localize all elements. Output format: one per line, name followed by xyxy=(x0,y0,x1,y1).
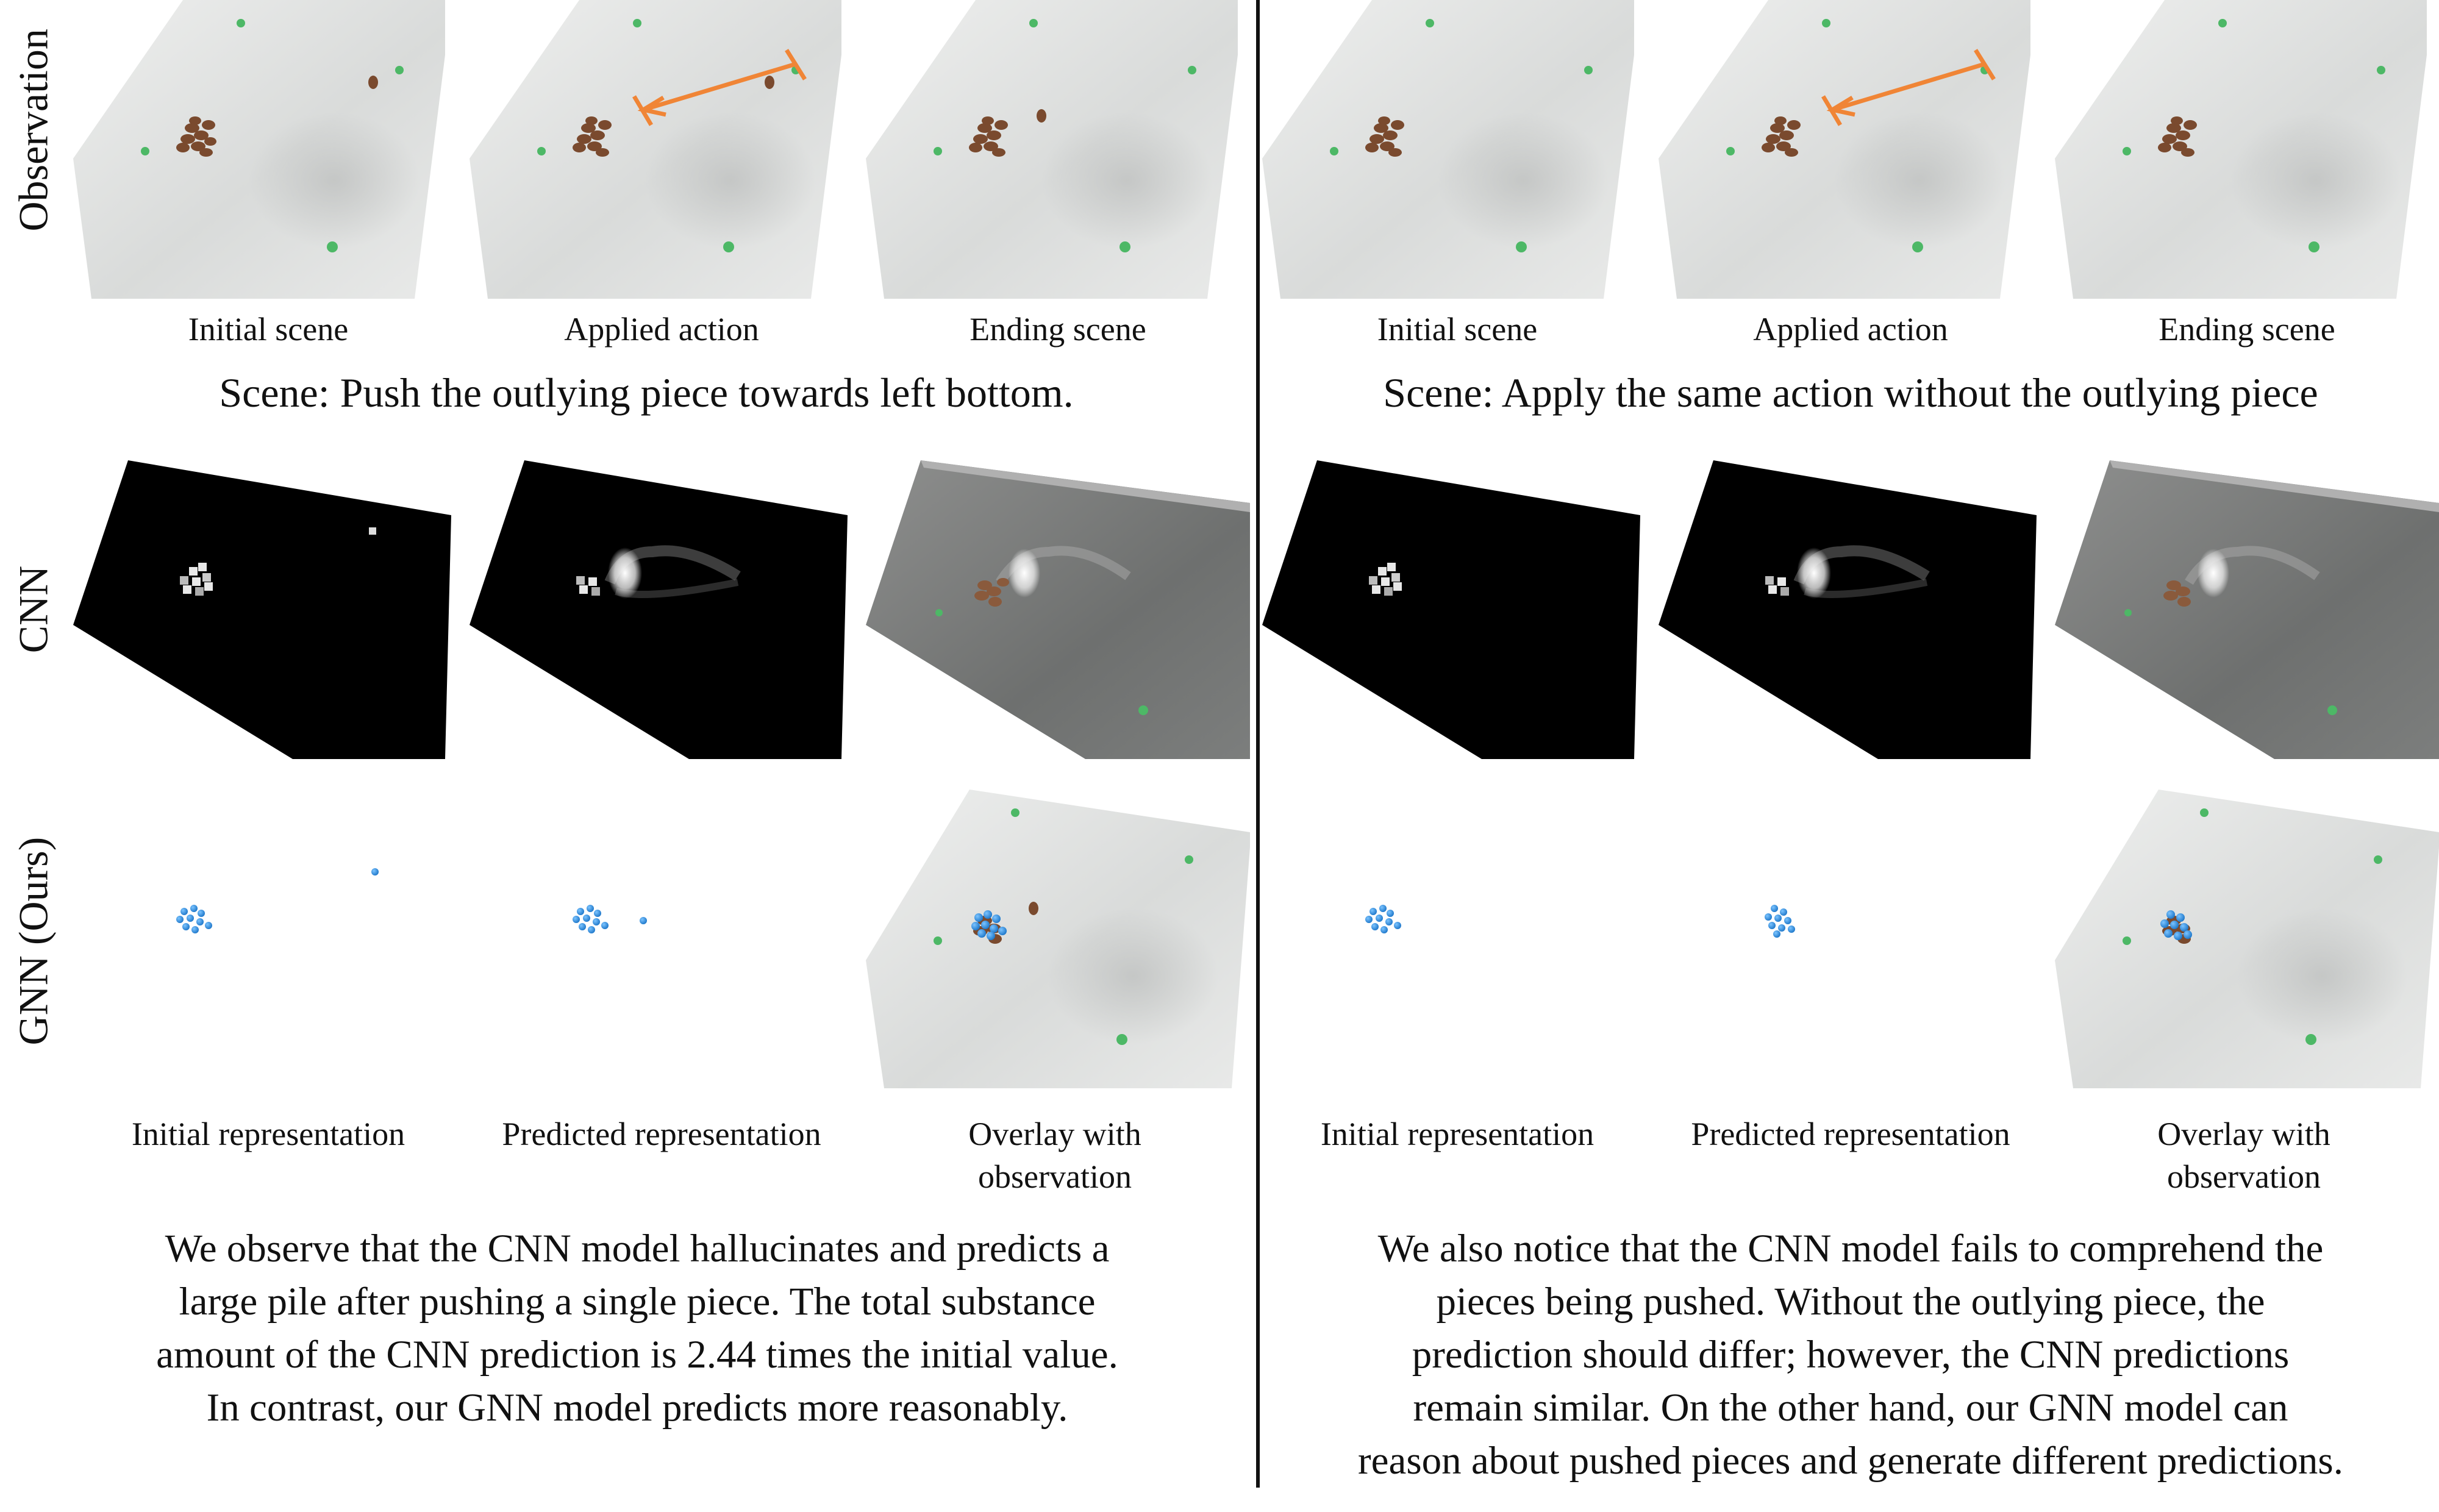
caption-predicted-representation-left: Predicted representation xyxy=(502,1116,821,1152)
obs-ending-scene-left xyxy=(866,0,1238,299)
cnn-initial-left xyxy=(73,460,457,759)
push-arrow xyxy=(632,49,807,126)
obs-ending-scene-right xyxy=(2055,0,2427,299)
caption-applied-action-right: Applied action xyxy=(1753,311,1948,348)
gnn-overlay-right xyxy=(2055,790,2439,1088)
row-label-observation: Observation xyxy=(10,29,57,232)
paragraph-right: We also notice that the CNN model fails … xyxy=(1262,1222,2439,1488)
cnn-overlay-left xyxy=(866,460,1250,759)
gnn-overlay-left xyxy=(866,790,1250,1088)
caption-ending-scene-left: Ending scene xyxy=(970,311,1146,348)
caption-initial-representation-left: Initial representation xyxy=(131,1116,405,1152)
cnn-predicted-right xyxy=(1659,460,2043,759)
paragraph-left-line-3: amount of the CNN prediction is 2.44 tim… xyxy=(156,1333,1118,1377)
caption-ending-scene-right: Ending scene xyxy=(2159,311,2335,348)
paragraph-left-line-2: large pile after pushing a single piece.… xyxy=(179,1280,1096,1324)
paragraph-right-line-4: remain similar. On the other hand, our G… xyxy=(1413,1386,2288,1430)
caption-initial-scene-left: Initial scene xyxy=(188,311,349,348)
push-arrow xyxy=(1821,49,1996,126)
gnn-predicted-left xyxy=(470,793,854,1091)
caption-predicted-representation-right: Predicted representation xyxy=(1691,1116,2010,1152)
paragraph-left-line-4: In contrast, our GNN model predicts more… xyxy=(206,1386,1068,1430)
gnn-initial-right xyxy=(1262,793,1646,1091)
scene-text-right: Scene: Apply the same action without the… xyxy=(1383,369,2318,416)
gnn-initial-left xyxy=(73,793,457,1091)
obs-applied-action-right xyxy=(1659,0,2030,299)
obs-applied-action-left xyxy=(470,0,841,299)
paragraph-right-line-3: prediction should differ; however, the C… xyxy=(1412,1333,2290,1377)
paragraph-right-line-5: reason about pushed pieces and generate … xyxy=(1358,1439,2343,1483)
caption-initial-scene-right: Initial scene xyxy=(1377,311,1538,348)
paragraph-right-line-1: We also notice that the CNN model fails … xyxy=(1377,1227,2324,1271)
row-label-gnn: GNN (Ours) xyxy=(10,836,57,1046)
caption-initial-representation-right: Initial representation xyxy=(1320,1116,1594,1152)
row-label-cnn: CNN xyxy=(10,565,57,654)
paragraph-left: We observe that the CNN model hallucinat… xyxy=(24,1222,1250,1435)
vertical-divider xyxy=(1256,0,1260,1488)
paragraph-left-line-1: We observe that the CNN model hallucinat… xyxy=(165,1227,1110,1271)
gnn-predicted-right xyxy=(1659,793,2043,1091)
caption-overlay-left: Overlay with observation xyxy=(968,1116,1141,1195)
caption-overlay-right: Overlay with observation xyxy=(2157,1116,2330,1195)
obs-initial-scene-right xyxy=(1262,0,1634,299)
scene-text-left: Scene: Push the outlying piece towards l… xyxy=(219,369,1074,416)
obs-initial-scene-left xyxy=(73,0,445,299)
cnn-overlay-right xyxy=(2055,460,2439,759)
cnn-predicted-left xyxy=(470,460,854,759)
paragraph-right-line-2: pieces being pushed. Without the outlyin… xyxy=(1436,1280,2265,1324)
caption-applied-action-left: Applied action xyxy=(564,311,759,348)
cnn-initial-right xyxy=(1262,460,1646,759)
